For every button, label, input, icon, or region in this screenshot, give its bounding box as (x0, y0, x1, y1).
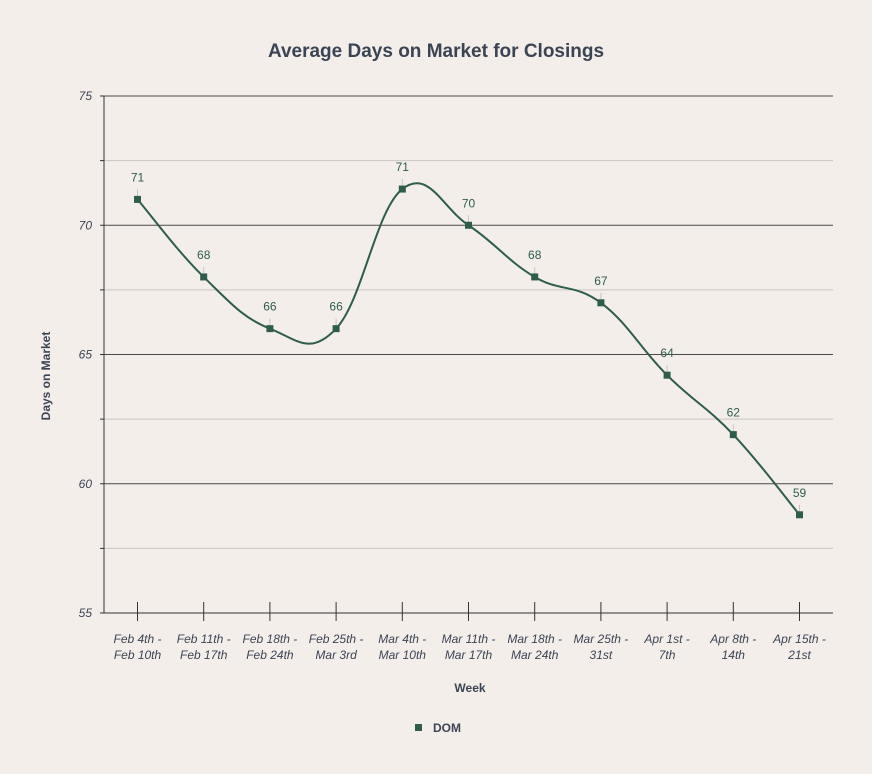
grid-lines (104, 95, 833, 549)
y-tick-label: 55 (79, 606, 93, 620)
data-point-marker (398, 185, 406, 193)
x-tick-label: Feb 25th -Mar 3rd (309, 632, 364, 662)
x-tick-label: Mar 18th -Mar 24th (507, 632, 562, 662)
x-tick-label: Mar 11th -Mar 17th (442, 632, 496, 662)
data-label: 59 (793, 486, 807, 500)
data-label: 66 (329, 300, 343, 314)
data-point-marker (266, 325, 274, 333)
y-tick-labels: 55 60 65 70 75 (79, 89, 93, 620)
x-axis-label: Week (454, 681, 485, 695)
data-point-marker (663, 371, 671, 379)
x-tick-label: Feb 18th -Feb 24th (243, 632, 298, 662)
data-point-marker (332, 325, 340, 333)
x-tick-label: Apr 1st -7th (643, 632, 689, 662)
data-label: 68 (197, 248, 211, 262)
data-point-marker (531, 273, 539, 281)
y-tick-label: 75 (79, 89, 93, 103)
x-tick-label: Mar 25th -31st (574, 632, 629, 662)
data-point-marker (465, 221, 472, 229)
data-point-marker (796, 511, 803, 519)
y-axis-label: Days on Market (39, 332, 53, 421)
x-tick-label: Feb 4th -Feb 10th (113, 632, 161, 662)
x-tick-label: Apr 8th -14th (709, 632, 756, 662)
data-label: 71 (396, 160, 410, 174)
x-tick-label: Feb 11th -Feb 17th (177, 632, 231, 662)
x-tick-label: Apr 15th -21st (772, 632, 826, 662)
data-label: 67 (594, 274, 608, 288)
data-point-marker (134, 195, 141, 203)
data-label: 66 (263, 300, 277, 314)
x-tick-label: Mar 4th -Mar 10th (378, 632, 426, 662)
series-line-dom (136, 182, 801, 516)
data-point-marker (200, 273, 208, 281)
y-tick-label: 65 (79, 348, 93, 362)
y-tick-label: 60 (79, 477, 93, 491)
data-label: 62 (727, 406, 741, 420)
legend-label: DOM (433, 721, 461, 735)
data-point-marker (597, 299, 605, 307)
data-label: 64 (660, 346, 674, 360)
y-tick-label: 70 (79, 218, 93, 232)
chart-title: Average Days on Market for Closings (268, 41, 604, 62)
series-dom: 71 68 66 66 71 70 68 67 64 62 59 (131, 160, 807, 519)
data-label: 70 (462, 196, 476, 210)
legend-swatch (415, 724, 422, 731)
legend: DOM (415, 721, 461, 735)
x-tick-labels: Feb 4th -Feb 10th Feb 11th -Feb 17th Feb 1… (113, 632, 825, 662)
data-point-marker (729, 431, 737, 439)
data-label: 68 (528, 248, 542, 262)
axes (100, 95, 833, 621)
data-label: 71 (131, 170, 145, 184)
